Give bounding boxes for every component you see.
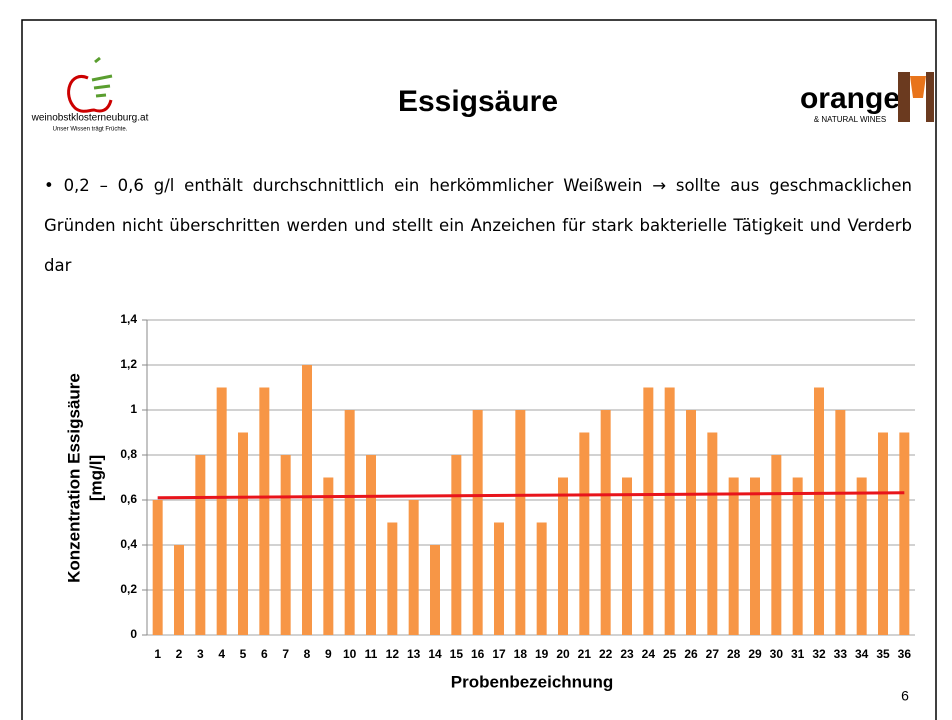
x-tick-label: 30 xyxy=(770,647,784,661)
x-tick-label: 5 xyxy=(240,647,247,661)
x-tick-label: 35 xyxy=(876,647,890,661)
bar xyxy=(238,432,248,635)
x-tick-label: 6 xyxy=(261,647,268,661)
bar xyxy=(664,387,675,635)
bar xyxy=(472,410,483,635)
x-tick-label: 19 xyxy=(535,647,549,661)
bar xyxy=(259,387,270,635)
x-tick-label: 1 xyxy=(154,647,161,661)
x-tick-label: 31 xyxy=(791,647,805,661)
x-tick-label: 22 xyxy=(599,647,613,661)
x-tick-label: 3 xyxy=(197,647,204,661)
x-tick-label: 14 xyxy=(428,647,442,661)
bar xyxy=(451,455,462,635)
bar xyxy=(558,477,568,635)
bar xyxy=(174,545,184,635)
x-tick-label: 12 xyxy=(386,647,400,661)
x-tick-label: 13 xyxy=(407,647,421,661)
logo-right-subtitle: & NATURAL WINES xyxy=(814,115,886,124)
x-tick-label: 4 xyxy=(218,647,225,661)
x-tick-label: 21 xyxy=(578,647,592,661)
bar xyxy=(387,522,398,635)
x-tick-label: 17 xyxy=(492,647,506,661)
slide-border xyxy=(21,19,937,720)
logo-right-icon xyxy=(898,72,934,122)
x-tick-label: 34 xyxy=(855,647,869,661)
x-tick-label: 28 xyxy=(727,647,741,661)
bar xyxy=(771,455,782,635)
x-tick-label: 2 xyxy=(176,647,183,661)
x-tick-label: 32 xyxy=(812,647,826,661)
bar xyxy=(579,432,590,635)
bar xyxy=(515,410,526,635)
bar xyxy=(302,365,312,635)
y-axis-title: Konzentration Essigsäure xyxy=(64,373,83,583)
bar xyxy=(430,545,440,635)
x-tick-label: 23 xyxy=(620,647,634,661)
bar xyxy=(600,410,611,635)
x-tick-label: 16 xyxy=(471,647,485,661)
bar xyxy=(686,410,696,635)
x-tick-label: 7 xyxy=(282,647,289,661)
logo-left-icon xyxy=(67,56,113,113)
x-tick-label: 29 xyxy=(748,647,762,661)
y-tick-label: 0,4 xyxy=(120,537,137,551)
bar xyxy=(899,432,910,635)
x-axis-title: Probenbezeichnung xyxy=(451,672,613,691)
logo-right-name: orange xyxy=(800,82,900,115)
bar xyxy=(622,477,632,635)
y-tick-label: 1 xyxy=(130,402,137,416)
bar xyxy=(750,477,760,635)
bar xyxy=(408,500,419,635)
slide-title: Essigsäure xyxy=(398,85,558,118)
x-tick-label: 10 xyxy=(343,647,357,661)
bar xyxy=(344,410,355,635)
y-tick-label: 0,2 xyxy=(120,582,137,596)
bar xyxy=(792,477,803,635)
bar xyxy=(728,477,739,635)
y-axis-title: [mg/l] xyxy=(86,455,105,501)
bar xyxy=(814,387,824,635)
x-tick-label: 27 xyxy=(706,647,720,661)
logo-left-slogan: Unser Wissen trägt Früchte. xyxy=(53,127,128,133)
y-tick-label: 0,6 xyxy=(120,492,137,506)
page-number: 6 xyxy=(901,688,909,704)
y-tick-label: 0 xyxy=(130,627,137,641)
bar xyxy=(366,455,376,635)
bar xyxy=(707,432,718,635)
x-tick-label: 24 xyxy=(642,647,656,661)
bar xyxy=(280,455,291,635)
bar xyxy=(643,387,654,635)
bar xyxy=(856,477,867,635)
x-tick-label: 25 xyxy=(663,647,677,661)
x-tick-label: 11 xyxy=(365,647,378,661)
x-tick-label: 26 xyxy=(684,647,698,661)
x-tick-label: 18 xyxy=(514,647,528,661)
x-tick-label: 8 xyxy=(304,647,311,661)
x-tick-label: 33 xyxy=(834,647,848,661)
bar xyxy=(216,387,227,635)
y-tick-label: 0,8 xyxy=(120,447,137,461)
x-tick-label: 20 xyxy=(556,647,570,661)
x-tick-label: 36 xyxy=(898,647,912,661)
bar xyxy=(195,455,206,635)
bar xyxy=(494,522,504,635)
x-tick-label: 9 xyxy=(325,647,332,661)
bullet-text: 0,2 – 0,6 g/l enthält durchschnittlich e… xyxy=(44,166,912,286)
bar xyxy=(835,410,846,635)
bar xyxy=(878,432,888,635)
y-tick-label: 1,4 xyxy=(120,312,137,326)
trendline xyxy=(157,491,905,500)
bar xyxy=(323,477,334,635)
logo-left-name: weinobstklosterneuburg.at xyxy=(31,113,149,124)
bar xyxy=(152,500,163,635)
y-tick-label: 1,2 xyxy=(120,357,137,371)
bar xyxy=(536,522,547,635)
x-tick-label: 15 xyxy=(450,647,464,661)
